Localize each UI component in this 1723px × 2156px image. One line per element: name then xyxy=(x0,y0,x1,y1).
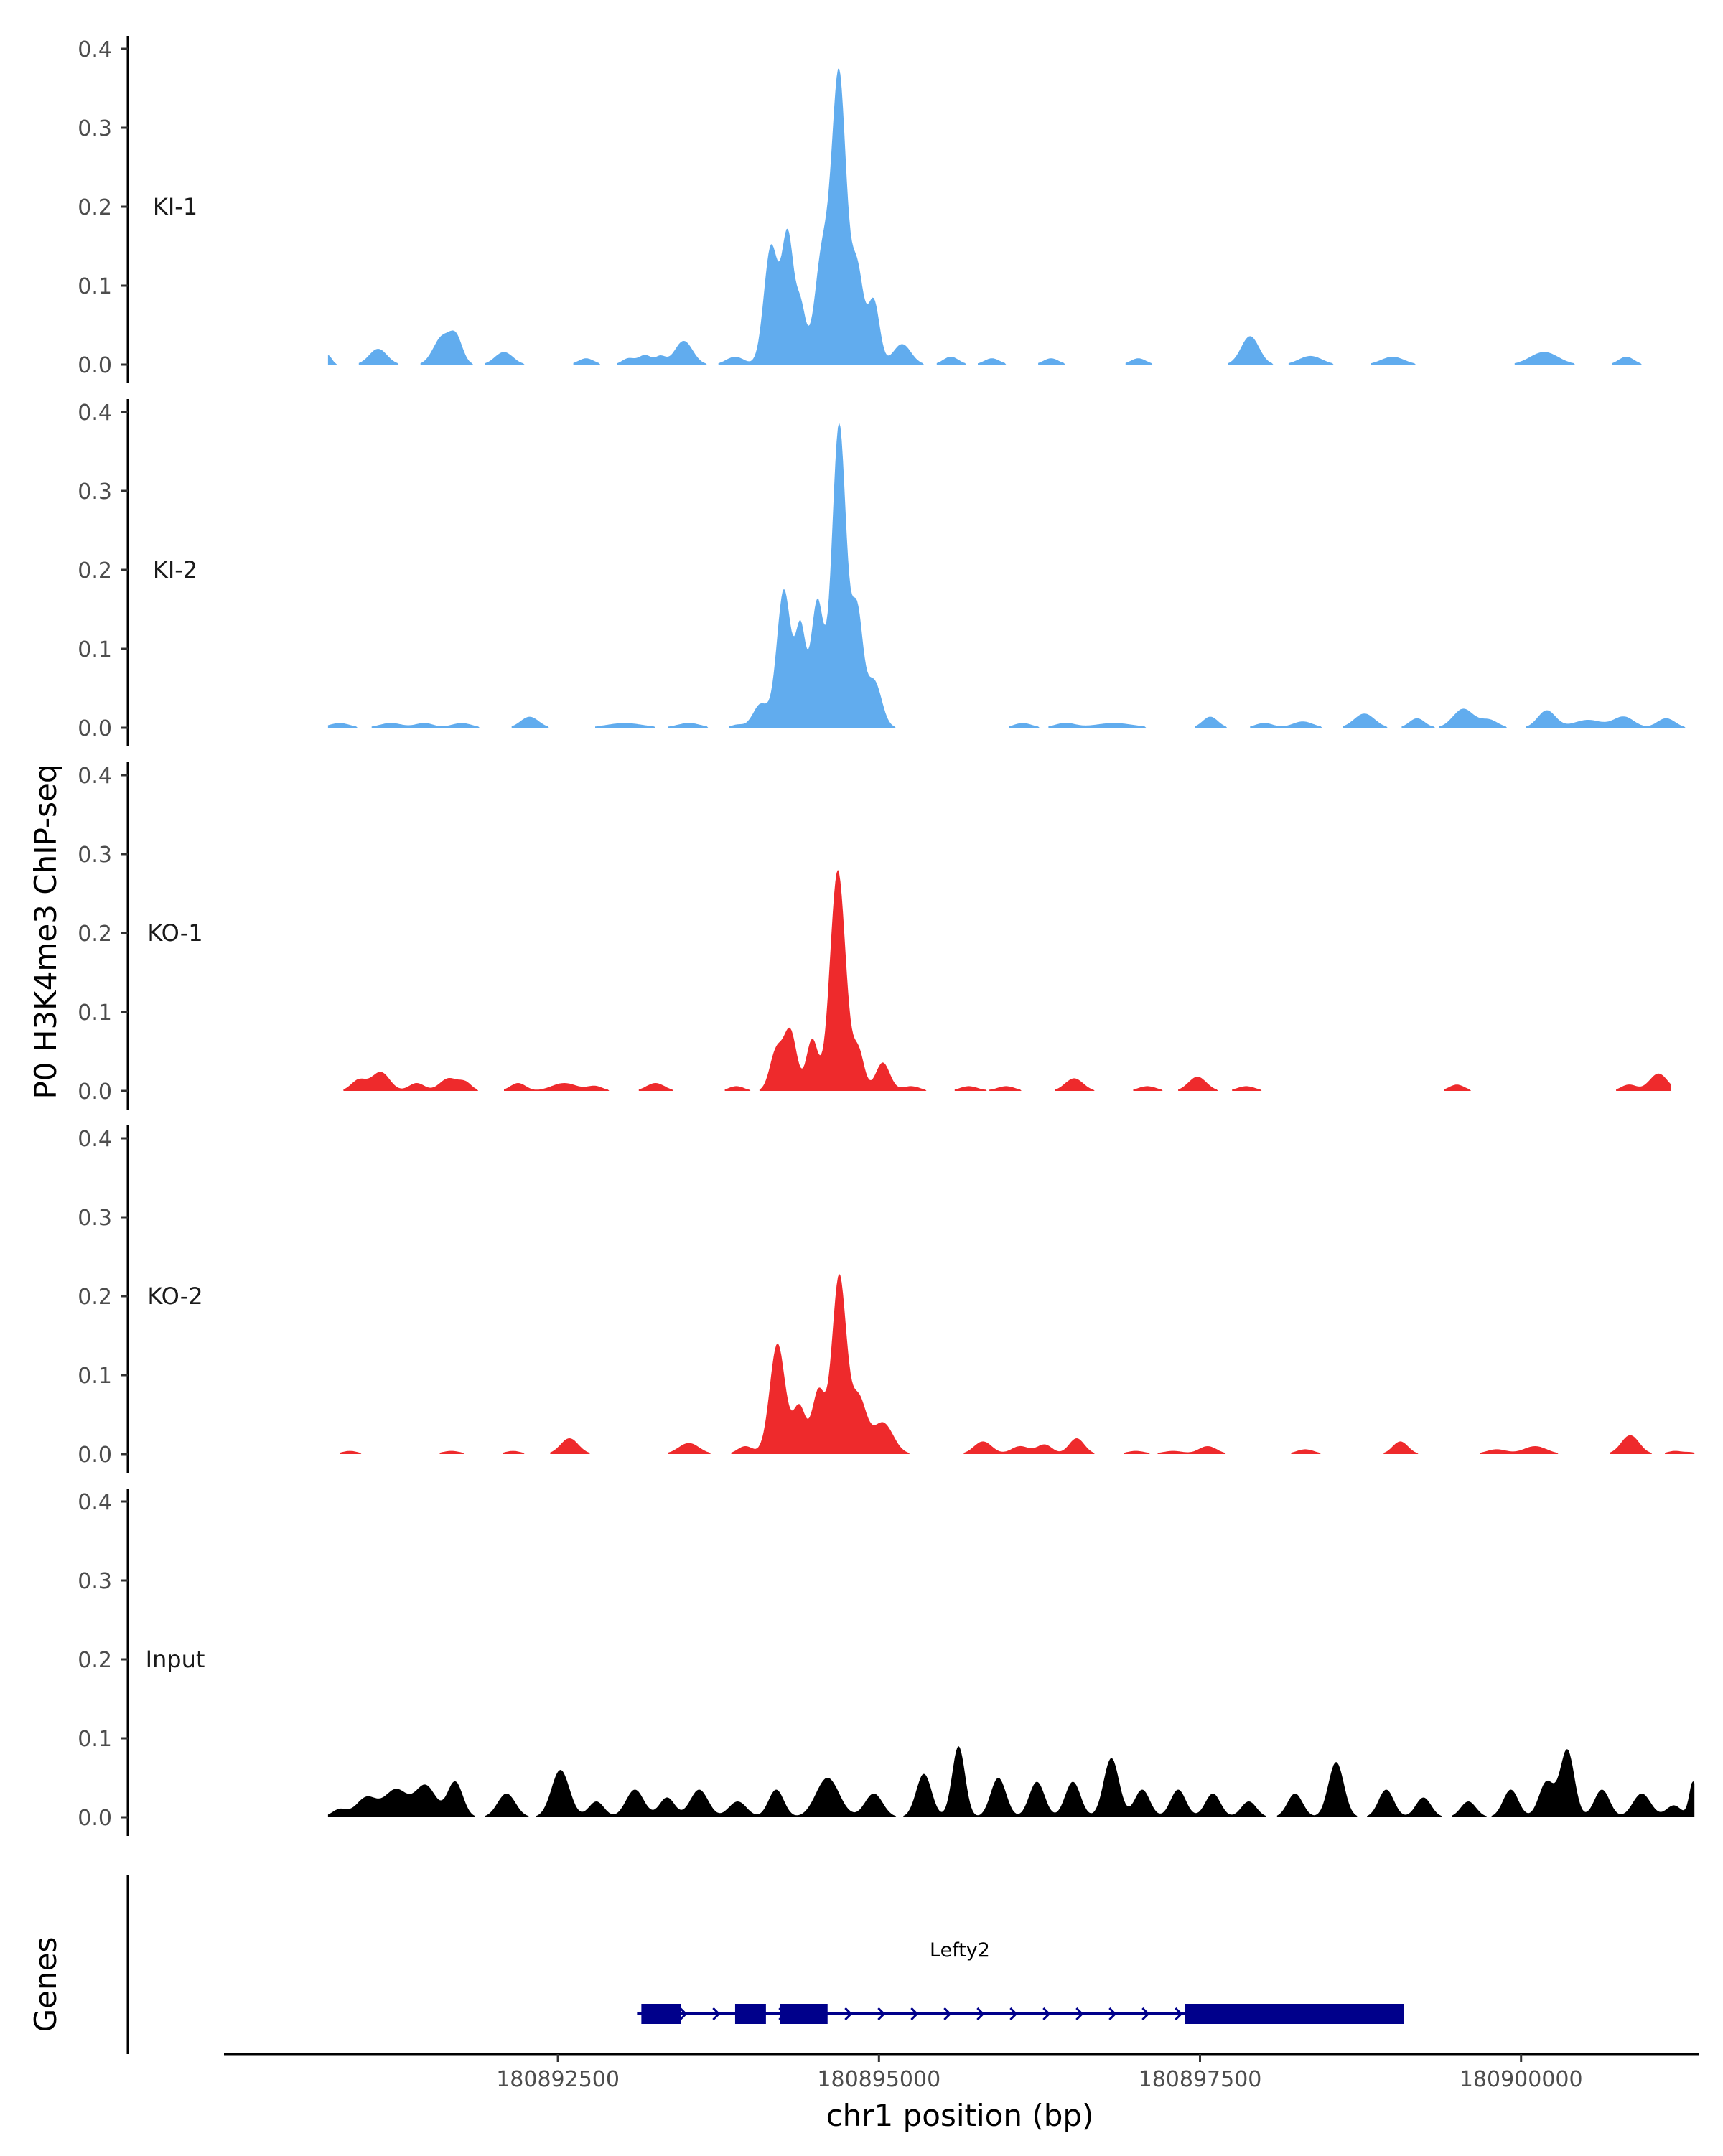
track-input: 0.0 0.1 0.2 0.3 0.4 Input xyxy=(78,1489,1695,1836)
y-tick-label: 0.2 xyxy=(78,1648,112,1673)
y-tick-label: 0.3 xyxy=(78,1569,112,1594)
strand-arrow xyxy=(976,2007,985,2021)
track-label: KI-1 xyxy=(153,193,197,220)
y-tick-label: 0.1 xyxy=(78,1364,112,1389)
y-tick-label: 0.0 xyxy=(78,1079,112,1105)
gene-exon xyxy=(780,2004,828,2024)
track-label: KO-2 xyxy=(147,1283,202,1310)
y-tick-label: 0.2 xyxy=(78,1285,112,1310)
x-tick-label: 180895000 xyxy=(817,2067,940,2092)
strand-arrow xyxy=(1075,2007,1084,2021)
track-ko-2: 0.0 0.1 0.2 0.3 0.4 KO-2 xyxy=(78,1125,1695,1473)
gene-exon xyxy=(734,2004,766,2024)
track-ki-2: 0.0 0.1 0.2 0.3 0.4 KI-2 xyxy=(78,399,1686,746)
signal-tracks: 0.00.10.20.30.4KI-10.00.10.20.30.4KI-20.… xyxy=(78,36,1695,1836)
strand-arrow xyxy=(877,2007,886,2021)
strand-arrow xyxy=(1108,2007,1117,2021)
x-axis: 180892500 180895000 180897500 180900000 xyxy=(224,2053,1699,2092)
x-tick-label: 180900000 xyxy=(1460,2067,1583,2092)
signal-area xyxy=(343,869,1671,1091)
y-tick-label: 0.3 xyxy=(78,479,112,505)
y-tick-label: 0.0 xyxy=(78,1806,112,1831)
x-tick-label: 180892500 xyxy=(496,2067,620,2092)
strand-arrow xyxy=(844,2007,853,2021)
y-tick-label: 0.4 xyxy=(78,1127,112,1152)
y-tick-label: 0.1 xyxy=(78,1000,112,1026)
y-tick-label: 0.3 xyxy=(78,116,112,141)
y-tick-label: 0.0 xyxy=(78,716,112,741)
gene-name-label: Lefty2 xyxy=(930,1939,990,1962)
genes-track: Genes Lefty2 xyxy=(28,1875,1404,2054)
x-axis-title: chr1 position (bp) xyxy=(826,2098,1094,2133)
strand-arrow xyxy=(943,2007,952,2021)
y-tick-label: 0.4 xyxy=(78,1490,112,1515)
gene-exon xyxy=(641,2004,681,2024)
y-tick-label: 0.0 xyxy=(78,1443,112,1468)
y-tick-label: 0.0 xyxy=(78,353,112,378)
genes-track-label: Genes xyxy=(28,1937,63,2033)
y-tick-label: 0.1 xyxy=(78,637,112,662)
y-axis-title: P0 H3K4me3 ChIP-seq xyxy=(28,764,63,1099)
track-label: Input xyxy=(146,1646,205,1673)
y-tick-label: 0.2 xyxy=(78,195,112,220)
gene-exon xyxy=(1185,2004,1404,2024)
track-label: KI-2 xyxy=(153,556,197,583)
track-label: KO-1 xyxy=(147,919,202,947)
signal-area xyxy=(340,1273,1695,1454)
x-tick-label: 180897500 xyxy=(1139,2067,1262,2092)
y-tick-label: 0.4 xyxy=(78,764,112,789)
strand-arrow xyxy=(712,2007,721,2021)
y-tick-label: 0.3 xyxy=(78,843,112,868)
y-tick-label: 0.1 xyxy=(78,1727,112,1752)
strand-arrow xyxy=(1141,2007,1150,2021)
strand-arrow xyxy=(1175,2007,1183,2021)
y-tick-label: 0.3 xyxy=(78,1206,112,1231)
y-tick-label: 0.4 xyxy=(78,37,112,62)
y-tick-label: 0.2 xyxy=(78,558,112,583)
strand-arrow xyxy=(679,2007,688,2021)
track-ki-1: 0.0 0.1 0.2 0.3 0.4 KI-1 xyxy=(78,36,1642,383)
track-ko-1: 0.0 0.1 0.2 0.3 0.4 KO-1 xyxy=(78,762,1671,1110)
signal-area xyxy=(327,422,1686,728)
signal-area xyxy=(327,67,1642,365)
strand-arrow xyxy=(910,2007,919,2021)
y-tick-label: 0.2 xyxy=(78,922,112,947)
signal-area xyxy=(327,1746,1695,1817)
y-tick-label: 0.4 xyxy=(78,400,112,426)
strand-arrow xyxy=(1009,2007,1018,2021)
y-tick-label: 0.1 xyxy=(78,274,112,299)
strand-arrow xyxy=(1042,2007,1051,2021)
